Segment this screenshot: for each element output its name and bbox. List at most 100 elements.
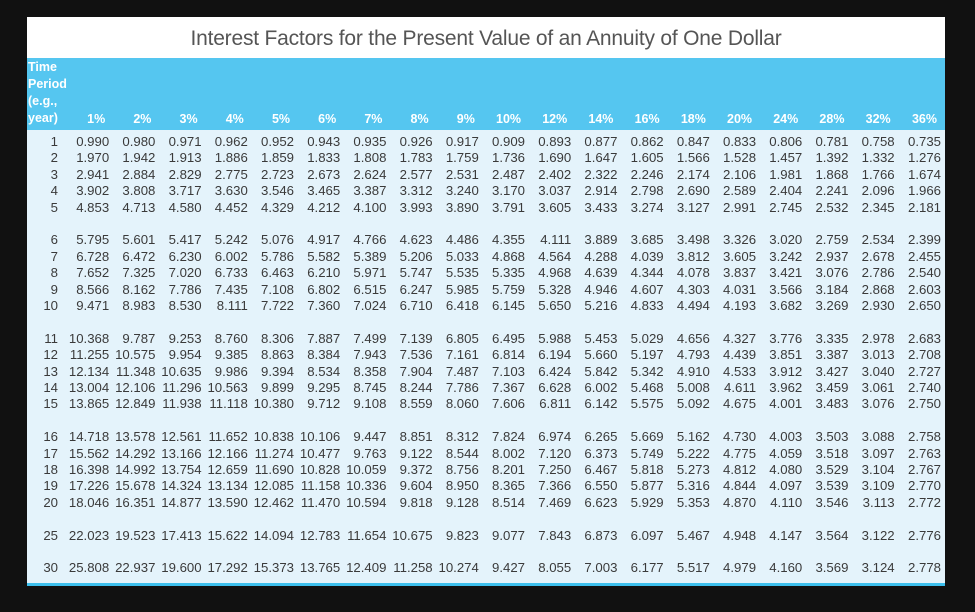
factor-cell: 9.295 bbox=[307, 380, 341, 396]
factor-cell: 4.623 bbox=[399, 232, 433, 248]
factor-cell: 8.358 bbox=[353, 363, 387, 379]
factor-cell: 1.886 bbox=[214, 150, 248, 166]
factor-cell: 2.767 bbox=[907, 462, 941, 478]
table-row: 9 8.566 8.162 7.786 7.435 7.108 6.802 6.515 6.24… bbox=[27, 282, 945, 298]
factor-cell: 8.745 bbox=[353, 380, 387, 396]
factor-cell: 11.470 bbox=[300, 494, 341, 510]
factor-cell: 9.108 bbox=[353, 396, 387, 412]
factor-cell: 3.546 bbox=[261, 183, 295, 199]
factor-cell: 1.457 bbox=[769, 150, 803, 166]
factor-cell: 6.515 bbox=[353, 281, 387, 297]
factor-cell: 6.194 bbox=[538, 347, 572, 363]
factor-cell: 2.763 bbox=[907, 445, 941, 461]
factor-cell: 4.917 bbox=[307, 232, 341, 248]
factor-cell: 8.312 bbox=[445, 429, 479, 445]
factor-cell: 5.273 bbox=[676, 462, 710, 478]
factor-cell: 11.274 bbox=[254, 445, 295, 461]
factor-cell: 4.329 bbox=[261, 199, 295, 215]
factor-cell: 3.088 bbox=[861, 429, 895, 445]
factor-cell: 6.002 bbox=[584, 380, 618, 396]
factor-cell: 8.950 bbox=[445, 478, 479, 494]
factor-cell: 4.147 bbox=[769, 527, 803, 543]
factor-cell: 4.001 bbox=[769, 396, 803, 412]
period-cell: 8 bbox=[50, 265, 58, 281]
factor-cell: 9.447 bbox=[353, 429, 387, 445]
factor-cell: 3.312 bbox=[399, 183, 433, 199]
factor-cell: 3.546 bbox=[815, 494, 849, 510]
factor-cell: 2.941 bbox=[76, 166, 110, 182]
factor-cell: 8.244 bbox=[399, 380, 433, 396]
factor-cell: 9.128 bbox=[445, 494, 479, 510]
factor-cell: 6.467 bbox=[584, 462, 618, 478]
spacer-cell bbox=[27, 413, 945, 429]
factor-cell: 4.059 bbox=[769, 445, 803, 461]
period-header-line: Time bbox=[28, 60, 57, 74]
factor-cell: 3.812 bbox=[676, 248, 710, 264]
factor-cell: 8.306 bbox=[261, 330, 295, 346]
factor-cell: 1.647 bbox=[584, 150, 618, 166]
factor-cell: 2.775 bbox=[214, 166, 248, 182]
factor-cell: 9.253 bbox=[168, 330, 202, 346]
factor-cell: 3.097 bbox=[861, 445, 895, 461]
factor-cell: 0.877 bbox=[584, 134, 618, 149]
factor-cell: 8.566 bbox=[76, 281, 110, 297]
factor-cell: 4.039 bbox=[630, 248, 664, 264]
factor-cell: 4.868 bbox=[492, 248, 526, 264]
table-row: 16 14.718 13.578 12.561 11.652 10.838 10.106 9.… bbox=[27, 429, 945, 445]
factor-cell: 6.802 bbox=[307, 281, 341, 297]
factor-cell: 3.682 bbox=[769, 298, 803, 314]
title-bar: Interest Factors for the Present Value o… bbox=[27, 17, 945, 58]
factor-cell: 2.772 bbox=[907, 494, 941, 510]
rate-column-header: 16% bbox=[634, 112, 660, 126]
factor-cell: 5.971 bbox=[353, 265, 387, 281]
factor-cell: 4.675 bbox=[723, 396, 757, 412]
factor-cell: 2.534 bbox=[861, 232, 895, 248]
factor-cell: 7.366 bbox=[538, 478, 572, 494]
table-row: 17 15.562 14.292 13.166 12.166 11.274 10.477 9.… bbox=[27, 446, 945, 462]
factor-cell: 11.654 bbox=[347, 527, 387, 543]
factor-cell: 6.811 bbox=[539, 396, 572, 412]
factor-cell: 4.713 bbox=[122, 199, 156, 215]
factor-cell: 3.013 bbox=[861, 347, 895, 363]
factor-cell: 12.134 bbox=[68, 363, 110, 379]
factor-cell: 14.992 bbox=[115, 462, 156, 478]
period-header-line: Period bbox=[28, 77, 67, 91]
factor-cell: 2.770 bbox=[907, 478, 941, 494]
factor-cell: 6.247 bbox=[399, 281, 433, 297]
table-header: Time Period (e.g., year) 1% 2% 3% 4% 5% 6% 7% 8… bbox=[27, 58, 945, 130]
factor-cell: 1.566 bbox=[676, 150, 710, 166]
factor-cell: 2.723 bbox=[261, 166, 295, 182]
factor-cell: 3.851 bbox=[769, 347, 803, 363]
period-cell: 6 bbox=[50, 232, 58, 248]
factor-cell: 4.580 bbox=[168, 199, 202, 215]
factor-cell: 12.561 bbox=[161, 429, 202, 445]
factor-cell: 11.118 bbox=[209, 396, 248, 412]
factor-cell: 1.528 bbox=[723, 150, 757, 166]
factor-cell: 14.292 bbox=[115, 445, 156, 461]
factor-cell: 6.424 bbox=[538, 363, 572, 379]
factor-cell: 6.495 bbox=[492, 330, 526, 346]
factor-cell: 7.108 bbox=[261, 281, 295, 297]
factor-cell: 2.884 bbox=[122, 166, 156, 182]
factor-cell: 5.222 bbox=[676, 445, 710, 461]
factor-cell: 7.250 bbox=[538, 462, 572, 478]
factor-cell: 7.786 bbox=[168, 281, 202, 297]
factor-cell: 3.104 bbox=[861, 462, 895, 478]
factor-cell: 10.635 bbox=[161, 363, 202, 379]
rate-column-header: 24% bbox=[773, 112, 799, 126]
factor-cell: 3.564 bbox=[815, 527, 849, 543]
factor-cell: 8.514 bbox=[492, 494, 526, 510]
spacer-cell bbox=[27, 511, 945, 527]
factor-cell: 4.870 bbox=[723, 494, 757, 510]
factor-cell: 8.162 bbox=[122, 281, 156, 297]
factor-cell: 3.459 bbox=[815, 380, 849, 396]
factor-cell: 5.749 bbox=[630, 445, 664, 461]
factor-cell: 6.142 bbox=[584, 396, 618, 412]
factor-cell: 4.533 bbox=[723, 363, 757, 379]
factor-cell: 4.439 bbox=[723, 347, 757, 363]
factor-cell: 10.477 bbox=[299, 445, 341, 461]
factor-cell: 4.288 bbox=[584, 248, 618, 264]
factor-cell: 4.080 bbox=[769, 462, 803, 478]
factor-cell: 17.226 bbox=[68, 478, 110, 494]
rate-column-header: 8% bbox=[410, 112, 429, 126]
